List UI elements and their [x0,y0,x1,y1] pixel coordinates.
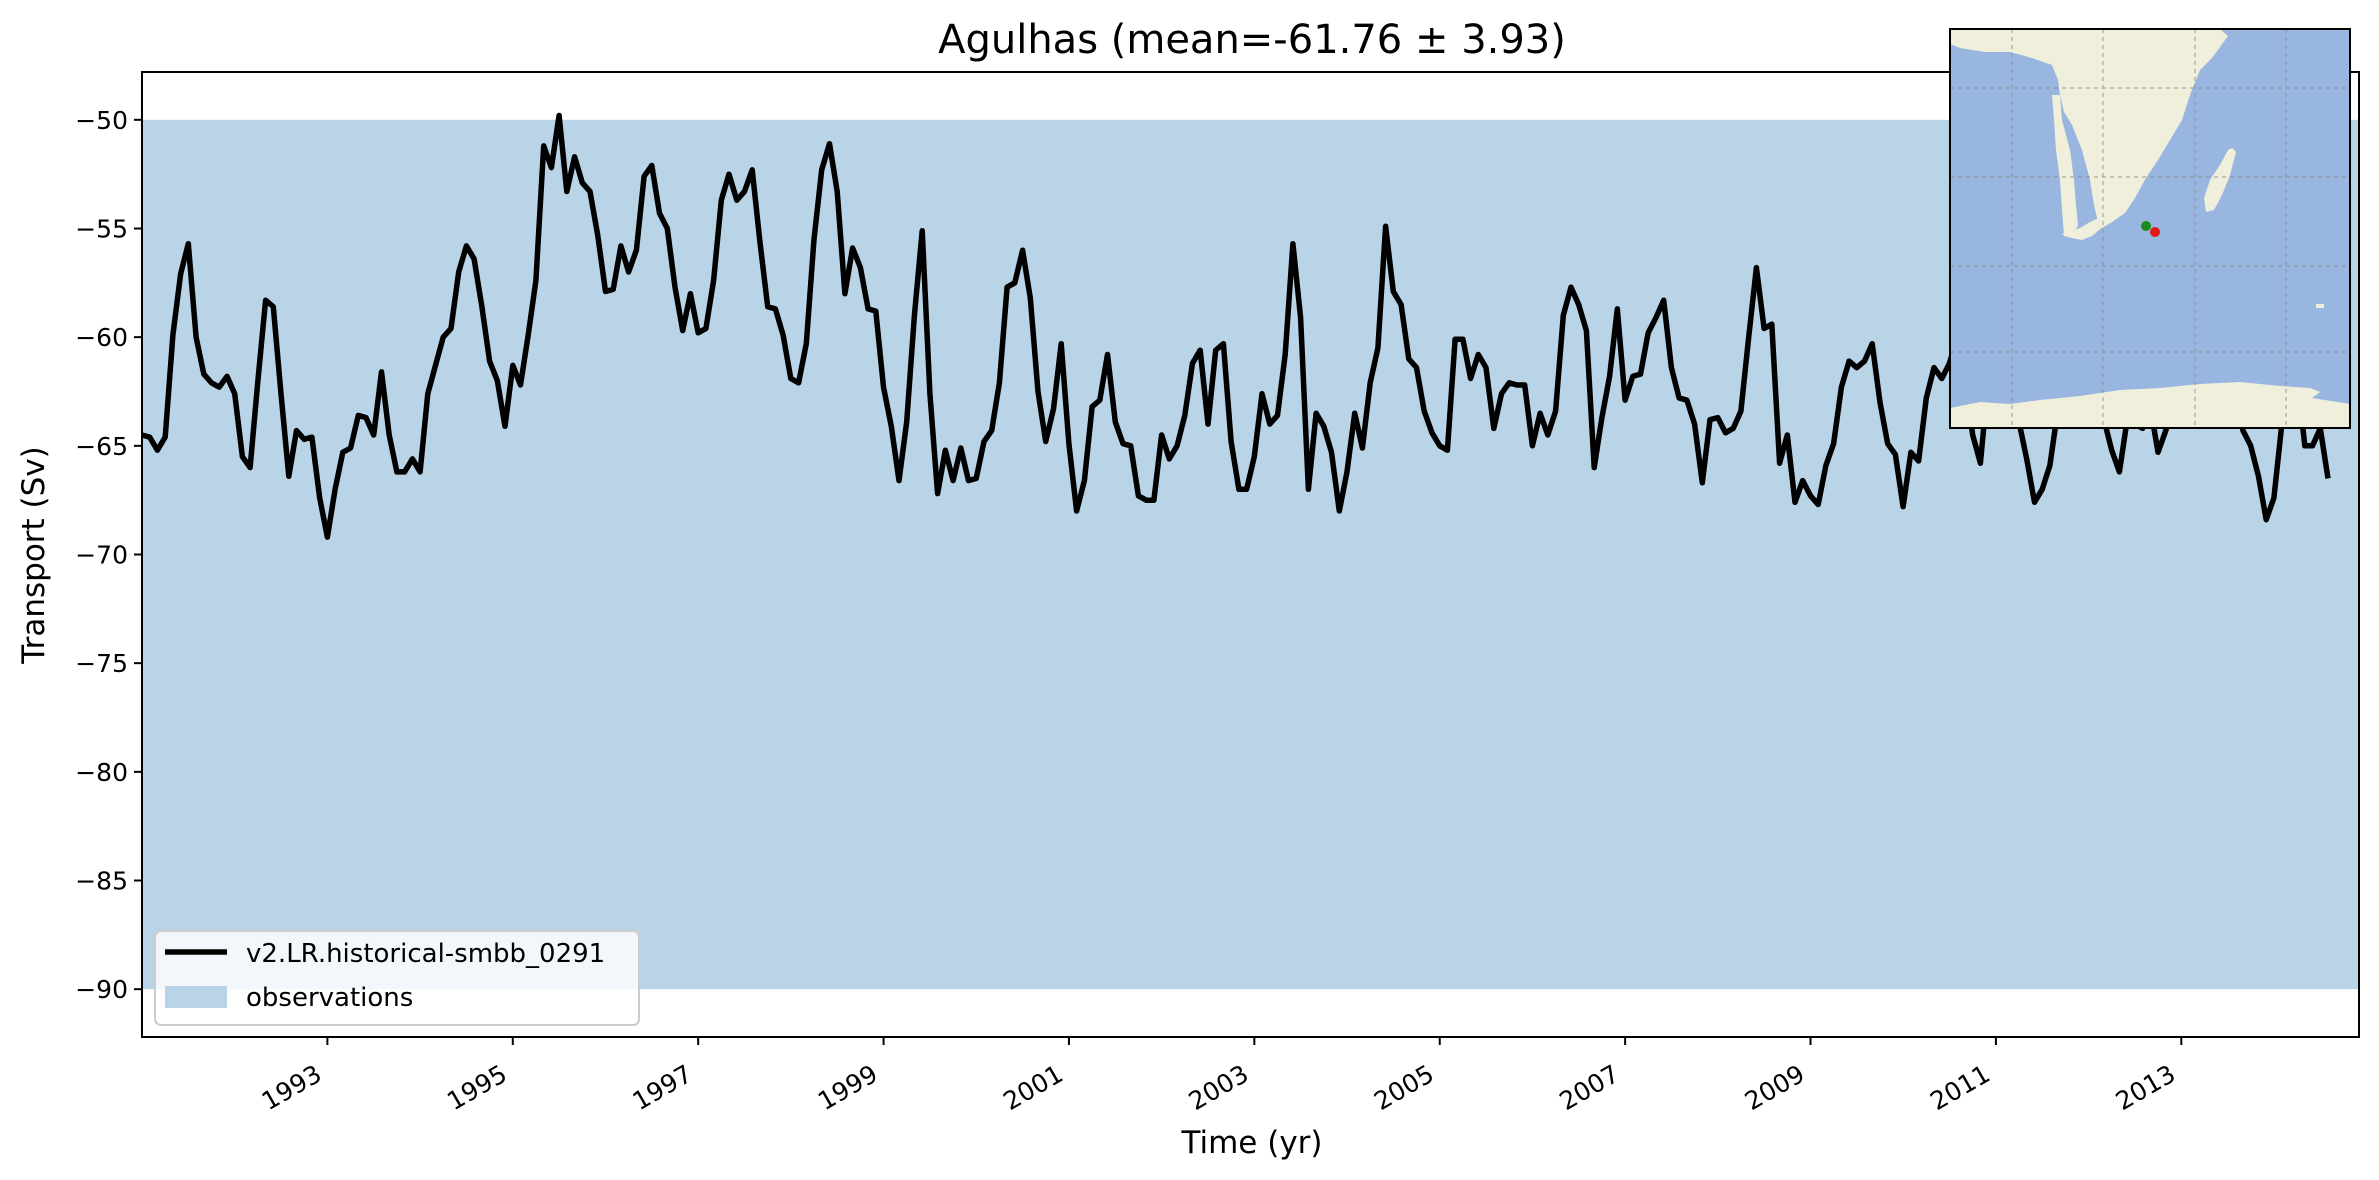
y-tick-label: −70 [75,541,128,570]
y-tick-label: −75 [75,649,128,678]
map-frame [1949,28,2351,429]
map-marker-green [2141,221,2151,231]
y-tick-label: −85 [75,867,128,896]
x-tick-label: 1999 [813,1059,883,1116]
x-tick-label: 2005 [1369,1059,1439,1116]
y-tick-label: −90 [75,975,128,1004]
inset-map [1949,28,2351,429]
x-tick-label: 2001 [998,1059,1068,1116]
x-tick-label: 2009 [1740,1059,1810,1116]
small-island [2316,304,2324,308]
x-tick-label: 2011 [1925,1059,1995,1116]
x-tick-label: 2007 [1555,1059,1625,1116]
map-gridlines [1950,29,2350,428]
y-axis: −50 −55 −60 −65 −70 −75 −80 −85 −90 [75,106,142,1004]
y-tick-label: −50 [75,106,128,135]
x-tick-label: 1995 [442,1059,512,1116]
madagascar [2204,148,2236,212]
y-tick-label: −65 [75,432,128,461]
legend-band-swatch [165,986,227,1008]
map-marker-red [2150,227,2160,237]
africa-south [2062,196,2134,240]
x-tick-label: 2003 [1184,1059,1254,1116]
africa-west-coast [2052,95,2078,238]
x-axis: 1993 1995 1997 1999 2001 2003 2005 2007 2009 2011… [257,1037,2183,1116]
y-tick-label: −55 [75,214,128,243]
plot-frame [141,71,2360,1038]
x-tick-label: 1997 [628,1059,698,1116]
y-tick-label: −60 [75,323,128,352]
y-axis-label: Transport (Sv) [16,446,52,665]
legend-label-series: v2.LR.historical-smbb_0291 [246,939,605,969]
antarctica [1950,382,2350,428]
legend: v2.LR.historical-smbb_0291 observations [154,930,640,1026]
map-land [1950,29,2350,428]
y-tick-label: −80 [75,758,128,787]
legend-box [154,930,640,1026]
x-axis-label: Time (yr) [1181,1125,1323,1161]
x-tick-label: 1993 [257,1059,327,1116]
x-tick-label: 2013 [2111,1059,2181,1116]
africa-landmass [1950,29,2228,240]
legend-label-observations: observations [246,983,413,1013]
chart-title: Agulhas (mean=-61.76 ± 3.93) [938,17,1566,63]
